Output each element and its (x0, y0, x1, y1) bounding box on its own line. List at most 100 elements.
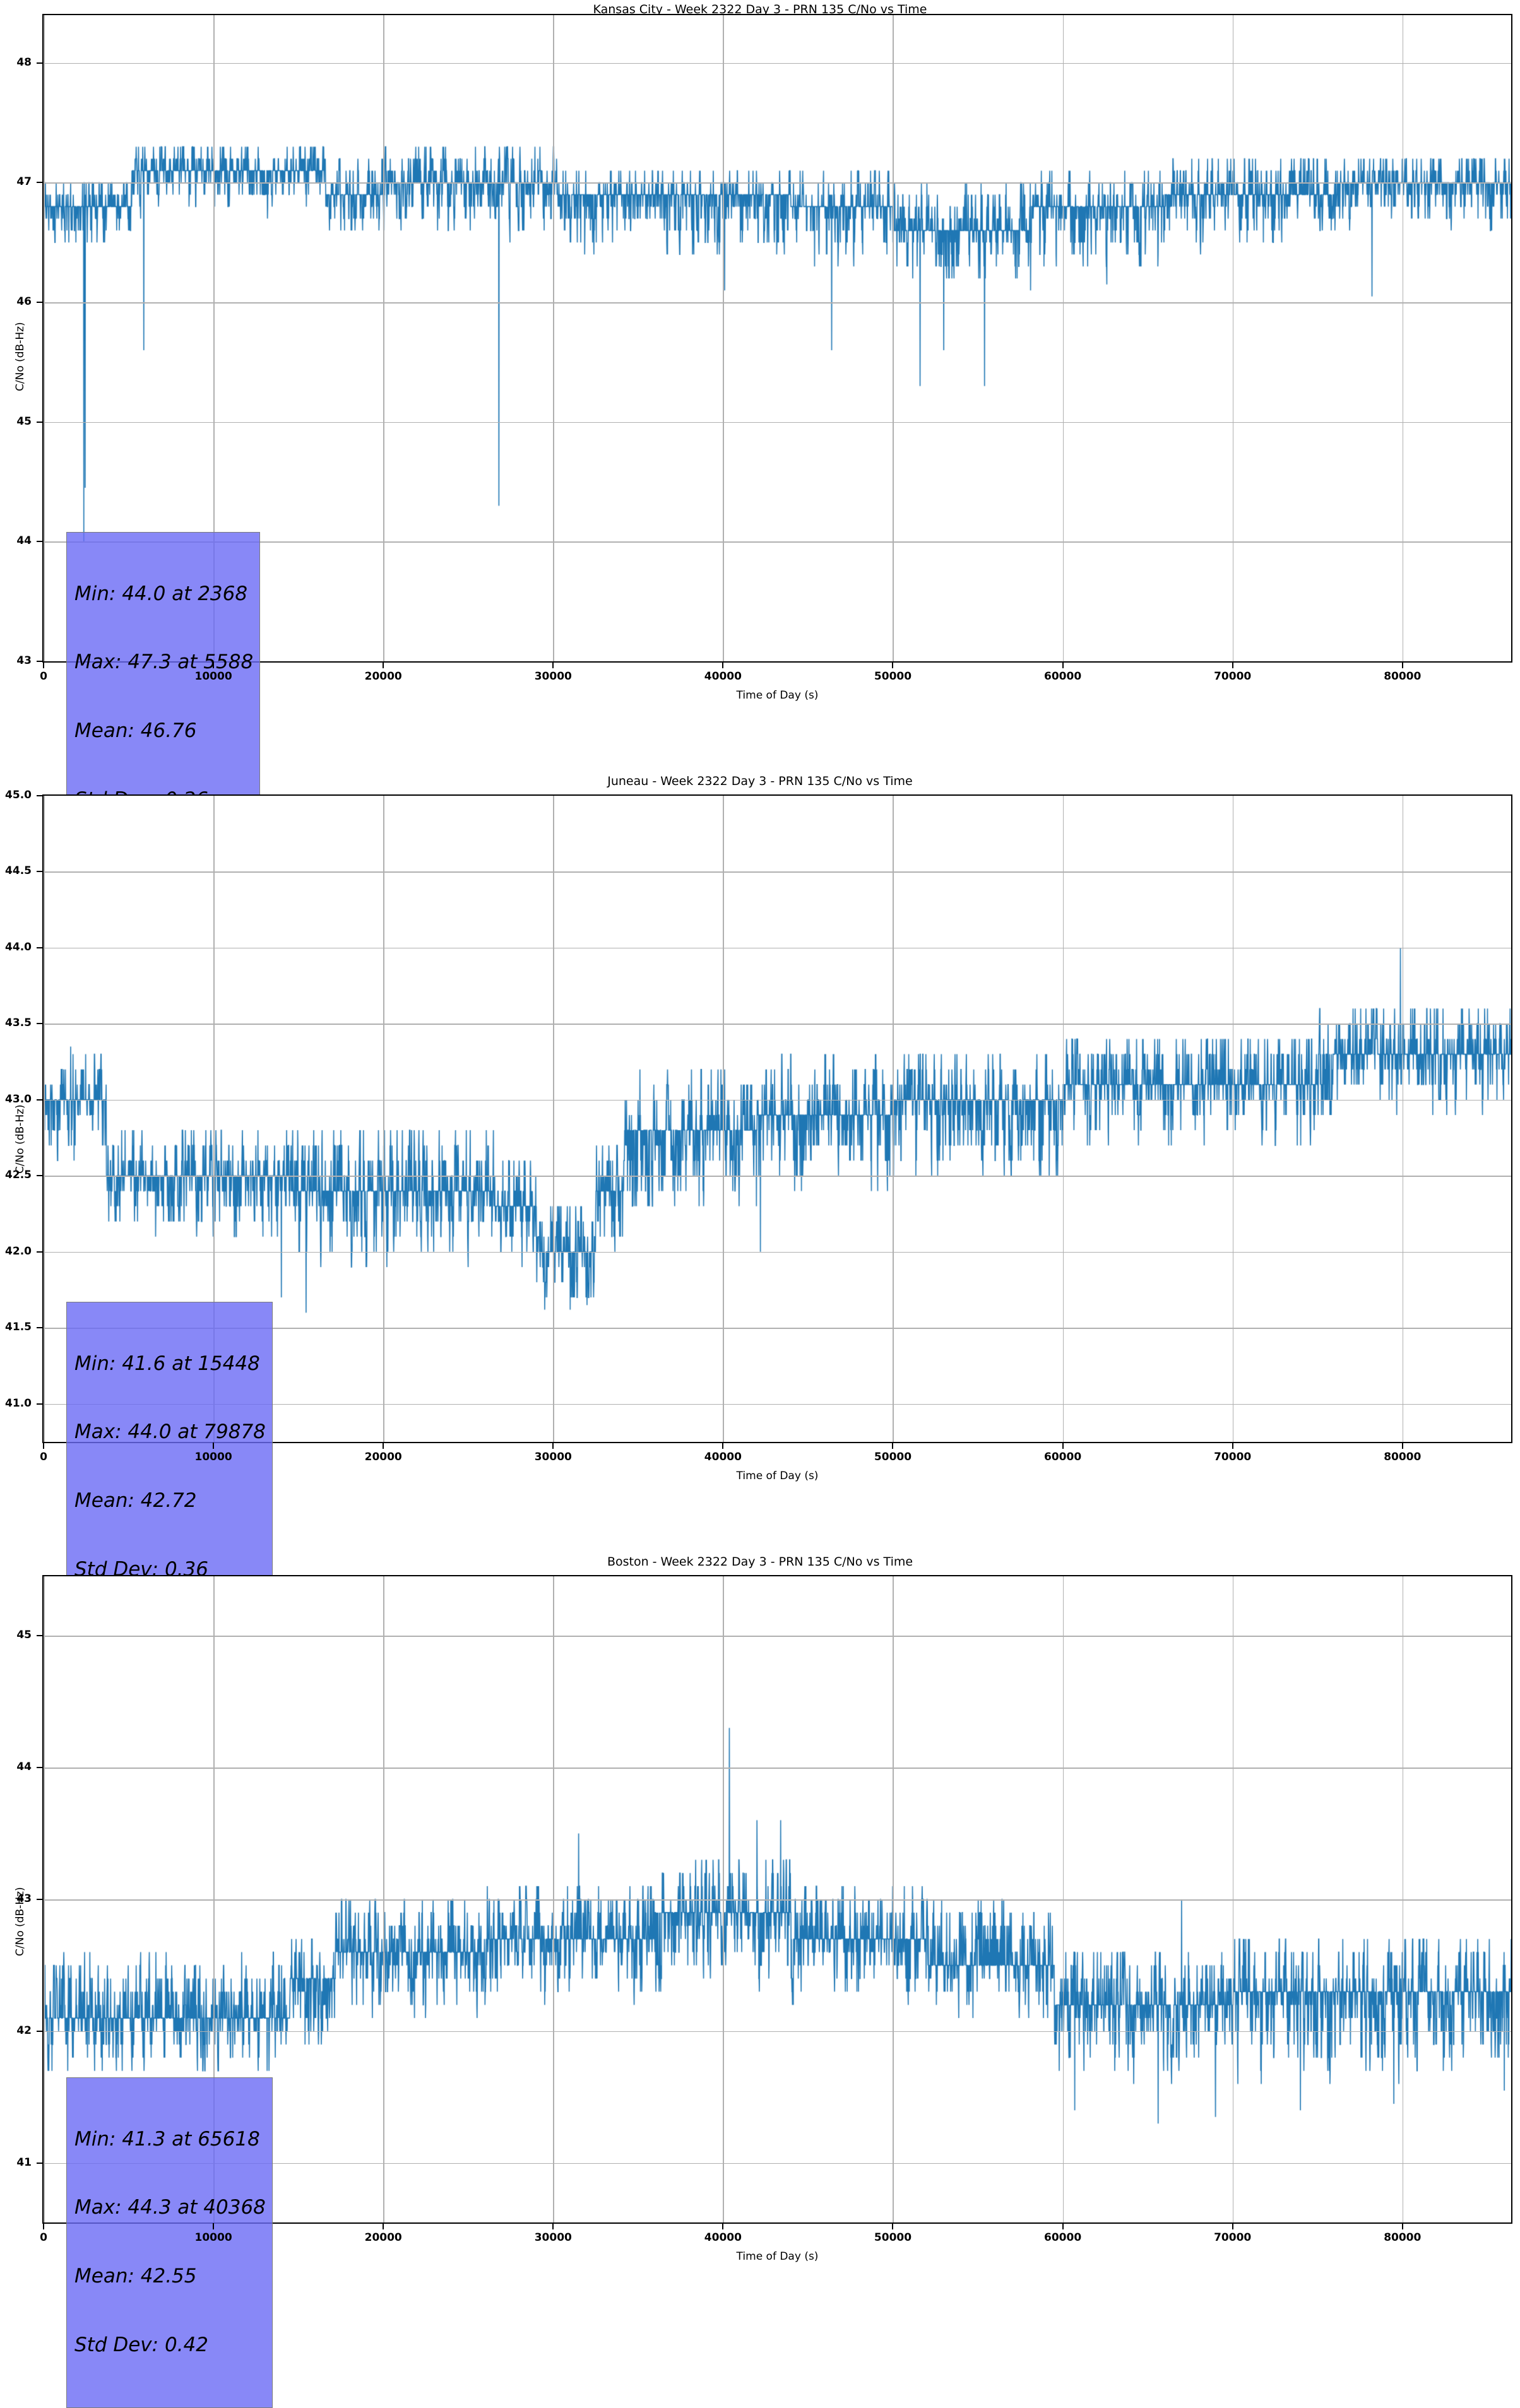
y-tick-mark (37, 1175, 43, 1177)
x-tick-label: 30000 (534, 670, 572, 683)
y-tick-mark (37, 421, 43, 423)
stat-max-juneau: Max: 44.0 at 79878 (74, 1420, 266, 1444)
x-gridline (1402, 15, 1404, 661)
x-tick-label: 80000 (1384, 2231, 1422, 2244)
x-tick-label: 0 (40, 1451, 47, 1463)
x-tick-mark (213, 2223, 215, 2229)
y-tick-mark (37, 1403, 43, 1405)
x-tick-label: 0 (40, 2231, 47, 2244)
y-tick-label: 47 (16, 175, 32, 189)
x-tick-mark (1401, 1443, 1403, 1449)
x-gridline (893, 796, 894, 1442)
x-tick-mark (552, 1443, 554, 1449)
y-tick-mark (37, 1635, 43, 1637)
y-tick-label: 45 (16, 415, 32, 428)
x-gridline (893, 15, 894, 661)
y-tick-label: 45.0 (5, 789, 32, 801)
y-axis-label-kansas-city: C/No (dB-Hz) (14, 322, 27, 391)
x-tick-mark (43, 1443, 44, 1449)
y-gridline (44, 1899, 1511, 1901)
x-tick-mark (1062, 1443, 1064, 1449)
stat-mean-juneau: Mean: 42.72 (74, 1489, 197, 1513)
y-tick-label: 42.0 (5, 1244, 32, 1258)
y-tick-mark (37, 541, 43, 543)
y-tick-label: 48 (16, 56, 32, 69)
y-tick-mark (37, 871, 43, 873)
x-tick-label: 80000 (1384, 670, 1422, 683)
x-tick-label: 40000 (704, 2231, 742, 2244)
x-tick-label: 80000 (1384, 1451, 1422, 1463)
x-axis-label-boston: Time of Day (s) (736, 2250, 819, 2263)
x-gridline (383, 15, 384, 661)
y-tick-mark (37, 947, 43, 948)
chart-title-boston: Boston - Week 2322 Day 3 - PRN 135 C/No … (607, 1555, 913, 1569)
x-gridline (1402, 796, 1404, 1442)
x-tick-mark (43, 662, 44, 668)
y-tick-label: 44.0 (5, 940, 32, 953)
y-axis-label-juneau: C/No (dB-Hz) (14, 1104, 27, 1174)
y-gridline (44, 1768, 1511, 1769)
x-tick-mark (1232, 1443, 1233, 1449)
x-tick-mark (892, 1443, 894, 1449)
y-tick-mark (37, 62, 43, 64)
x-tick-label: 50000 (874, 670, 912, 683)
chart-title-juneau: Juneau - Week 2322 Day 3 - PRN 135 C/No … (607, 774, 913, 788)
y-tick-mark (37, 1767, 43, 1769)
y-tick-mark (37, 1327, 43, 1329)
chart-title-kansas-city: Kansas City - Week 2322 Day 3 - PRN 135 … (593, 3, 927, 16)
figure-gnss-cno-panels: Kansas City - Week 2322 Day 3 - PRN 135 … (5, 3, 1512, 2408)
stat-max-kansas-city: Max: 47.3 at 5588 (74, 651, 254, 674)
stat-stddev-boston: Std Dev: 0.42 (74, 2333, 208, 2356)
x-tick-mark (383, 1443, 384, 1449)
x-tick-label: 70000 (1214, 2231, 1252, 2244)
y-gridline (44, 1636, 1511, 1637)
y-tick-label: 41.5 (5, 1321, 32, 1334)
x-gridline (383, 796, 384, 1442)
y-tick-label: 44 (16, 534, 32, 548)
x-tick-label: 30000 (534, 1451, 572, 1463)
y-tick-label: 44 (16, 1761, 32, 1774)
stat-min-boston: Min: 41.3 at 65618 (74, 2127, 260, 2151)
cno-series-canvas-kansas-city (44, 15, 1511, 661)
x-tick-mark (383, 2223, 384, 2229)
x-tick-label: 0 (40, 670, 47, 683)
x-tick-mark (1062, 2223, 1064, 2229)
x-axis-label-juneau: Time of Day (s) (736, 1470, 819, 1482)
y-tick-label: 45 (16, 1629, 32, 1642)
x-tick-label: 20000 (364, 1451, 402, 1463)
y-tick-label: 42.5 (5, 1169, 32, 1182)
x-tick-label: 40000 (704, 670, 742, 683)
x-gridline (44, 796, 45, 1442)
x-tick-label: 50000 (874, 2231, 912, 2244)
y-tick-label: 43 (16, 654, 32, 667)
x-tick-label: 60000 (1044, 1451, 1082, 1463)
y-tick-mark (37, 2030, 43, 2032)
x-tick-mark (722, 662, 724, 668)
x-tick-label: 70000 (1214, 670, 1252, 683)
x-tick-mark (43, 2223, 44, 2229)
x-tick-mark (722, 1443, 724, 1449)
y-tick-label: 44.5 (5, 865, 32, 878)
y-gridline (44, 1176, 1511, 1177)
y-gridline (44, 422, 1511, 423)
y-tick-label: 41 (16, 2156, 32, 2169)
y-gridline (44, 1403, 1511, 1405)
x-tick-mark (552, 2223, 554, 2229)
y-tick-label: 41.0 (5, 1396, 32, 1410)
y-gridline (44, 1251, 1511, 1253)
x-gridline (1062, 796, 1064, 1442)
y-gridline (44, 1328, 1511, 1329)
stat-min-juneau: Min: 41.6 at 15448 (74, 1352, 260, 1375)
x-tick-label: 50000 (874, 1451, 912, 1463)
x-tick-mark (1401, 662, 1403, 668)
x-tick-label: 10000 (194, 2231, 232, 2244)
x-tick-label: 20000 (364, 670, 402, 683)
y-tick-mark (37, 795, 43, 796)
x-tick-mark (1232, 2223, 1233, 2229)
y-gridline (44, 1099, 1511, 1101)
x-tick-label: 60000 (1044, 670, 1082, 683)
y-gridline (44, 182, 1511, 184)
y-tick-label: 43 (16, 1892, 32, 1905)
x-gridline (1232, 15, 1234, 661)
x-gridline (213, 796, 215, 1442)
